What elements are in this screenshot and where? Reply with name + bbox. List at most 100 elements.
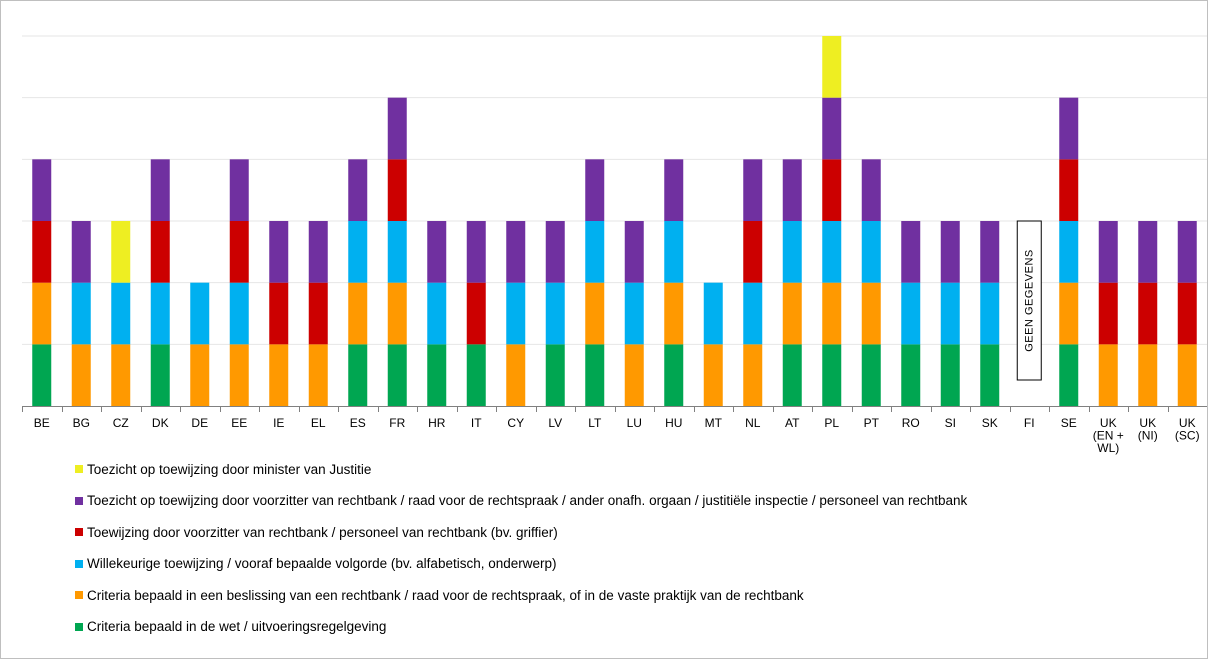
x-tick-label-cy: CY xyxy=(507,416,524,430)
legend-item-court_decision: Criteria bepaald in een beslissing van e… xyxy=(75,584,967,606)
bar-segment-at-court_decision xyxy=(782,282,802,345)
bar-segment-at-supervision_court xyxy=(782,159,802,221)
legend-swatch xyxy=(75,465,83,473)
bar-segment-ee-random xyxy=(229,282,249,345)
bar-segment-uk-ni-supervision_court xyxy=(1138,221,1158,283)
bar-segment-ie-supervision_court xyxy=(269,221,289,283)
bar-segment-uk-sc-court_decision xyxy=(1177,344,1197,406)
bar-segment-hu-law xyxy=(664,344,684,406)
bar-segment-pl-supervision_minister xyxy=(822,36,842,98)
legend-item-president: Toewijzing door voorzitter van rechtbank… xyxy=(75,521,967,543)
legend-swatch xyxy=(75,591,83,600)
bar-segment-cy-random xyxy=(506,282,526,345)
bar-segment-pl-president xyxy=(822,159,842,221)
no-data-label: GEEN GEGEVENS xyxy=(1023,249,1035,351)
bar-segment-it-supervision_court xyxy=(466,221,486,283)
bar-segment-hu-court_decision xyxy=(664,282,684,345)
bar-segment-bg-random xyxy=(71,282,91,345)
bar-segment-at-random xyxy=(782,221,802,283)
x-tick-label-bg: BG xyxy=(73,416,90,430)
x-tick-label-pl: PL xyxy=(824,416,839,430)
bar-segment-pl-random xyxy=(822,221,842,283)
no-data-marker: GEEN GEGEVENS xyxy=(1016,220,1042,381)
x-tick-label-at: AT xyxy=(785,416,800,430)
x-axis: BE BG CZ DK DE EE IE EL ES FR HR IT CY LV LT LU HU MT NL AT… xyxy=(22,406,1207,455)
bar-segment-el-court_decision xyxy=(308,344,328,406)
bar-segment-lt-random xyxy=(585,221,605,283)
bar-segment-uk-sc-president xyxy=(1177,282,1197,345)
bar-segment-uk-en-wl-supervision_court xyxy=(1098,221,1118,283)
bar-segment-nl-court_decision xyxy=(743,344,763,406)
x-tick-label-ie: IE xyxy=(273,416,284,430)
legend: Toezicht op toewijzing door minister van… xyxy=(75,458,967,648)
bar-segment-mt-court_decision xyxy=(703,344,723,406)
bar-segment-ro-law xyxy=(901,344,921,406)
bar-segment-cy-supervision_court xyxy=(506,221,526,283)
bar-segment-lv-law xyxy=(545,344,565,406)
bar-segment-it-president xyxy=(466,282,486,345)
bar-segment-dk-president xyxy=(150,221,170,283)
bar-segment-se-random xyxy=(1059,221,1079,283)
x-tick-label-el: EL xyxy=(311,416,326,430)
bar-segment-uk-ni-president xyxy=(1138,282,1158,345)
legend-item-random: Willekeurige toewijzing / vooraf bepaald… xyxy=(75,553,967,575)
bar-segment-nl-supervision_court xyxy=(743,159,763,221)
legend-label: Criteria bepaald in een beslissing van e… xyxy=(87,587,804,603)
bar-segment-si-law xyxy=(940,344,960,406)
bar-segment-fr-random xyxy=(387,221,407,283)
legend-swatch xyxy=(75,528,83,537)
legend-swatch xyxy=(75,622,83,631)
bar-segment-be-law xyxy=(32,344,52,406)
bar-segment-lv-supervision_court xyxy=(545,221,565,283)
x-tick-label-be: BE xyxy=(34,416,50,430)
bar-segment-cz-supervision_minister xyxy=(111,221,131,283)
bar-segment-sk-random xyxy=(980,282,1000,345)
bar-segment-si-supervision_court xyxy=(940,221,960,283)
bar-segment-se-supervision_court xyxy=(1059,97,1079,160)
bar-segment-uk-sc-supervision_court xyxy=(1177,221,1197,283)
x-tick-label-uk-en-wl: UK (EN + WL) xyxy=(1093,416,1124,455)
bar-segment-hr-law xyxy=(427,344,447,406)
bar-segment-lu-supervision_court xyxy=(624,221,644,283)
bar-segment-ro-random xyxy=(901,282,921,345)
legend-label: Toewijzing door voorzitter van rechtbank… xyxy=(87,524,558,540)
bar-segment-ee-president xyxy=(229,221,249,283)
bar-segment-dk-random xyxy=(150,282,170,345)
bar-segment-uk-en-wl-president xyxy=(1098,282,1118,345)
bar-segment-cz-random xyxy=(111,282,131,345)
bar-segment-it-law xyxy=(466,344,486,406)
bar-segment-es-random xyxy=(348,221,368,283)
bar-segment-se-law xyxy=(1059,344,1079,406)
bar-segment-uk-en-wl-court_decision xyxy=(1098,344,1118,406)
legend-label: Toezicht op toewijzing door voorzitter v… xyxy=(87,493,968,509)
bar-segment-nl-random xyxy=(743,282,763,345)
bar-segment-sk-law xyxy=(980,344,1000,406)
bar-segment-cz-court_decision xyxy=(111,344,131,406)
bar-segment-es-court_decision xyxy=(348,282,368,345)
bar-segment-el-supervision_court xyxy=(308,221,328,283)
bar-segment-ee-court_decision xyxy=(229,344,249,406)
bar-segment-lt-law xyxy=(585,344,605,406)
bar-segment-uk-ni-court_decision xyxy=(1138,344,1158,406)
legend-item-supervision_court: Toezicht op toewijzing door voorzitter v… xyxy=(75,490,967,512)
bar-segment-pt-supervision_court xyxy=(861,159,881,221)
x-tick-label-it: IT xyxy=(471,416,482,430)
x-tick-label-uk-sc: UK (SC) xyxy=(1175,416,1200,443)
x-tick-label-hu: HU xyxy=(665,416,682,430)
bar-segment-bg-supervision_court xyxy=(71,221,91,283)
x-tick-label-ee: EE xyxy=(231,416,247,430)
bar-segment-pt-random xyxy=(861,221,881,283)
bar-segment-es-law xyxy=(348,344,368,406)
bar-segment-pl-supervision_court xyxy=(822,97,842,160)
bar-segment-pt-law xyxy=(861,344,881,406)
bar-segment-es-supervision_court xyxy=(348,159,368,221)
x-tick-label-cz: CZ xyxy=(113,416,129,430)
x-tick-label-nl: NL xyxy=(745,416,761,430)
legend-item-supervision_minister: Toezicht op toewijzing door minister van… xyxy=(75,458,967,480)
bar-segment-se-president xyxy=(1059,159,1079,221)
legend-swatch xyxy=(75,559,83,568)
x-tick-label-lt: LT xyxy=(588,416,602,430)
x-tick-label-lu: LU xyxy=(627,416,642,430)
legend-label: Willekeurige toewijzing / vooraf bepaald… xyxy=(87,556,557,572)
